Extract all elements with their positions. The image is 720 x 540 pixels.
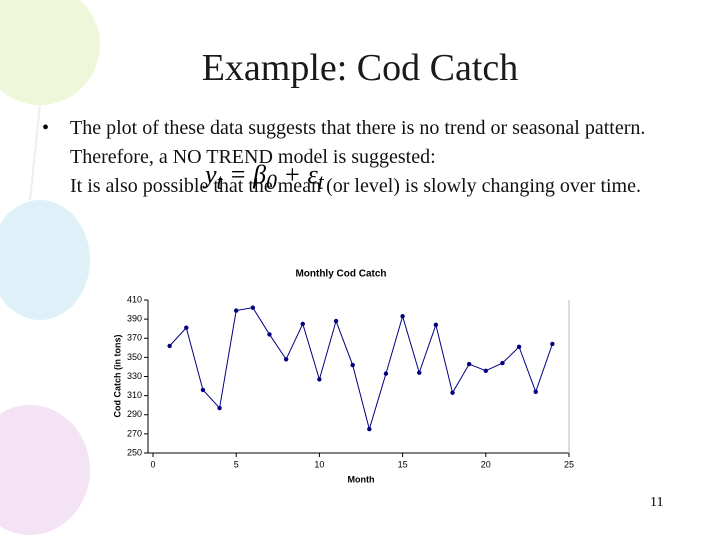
data-point	[533, 389, 538, 394]
data-point	[234, 308, 239, 313]
data-point	[367, 426, 372, 432]
y-axis-label: Cod Catch (in tons)	[112, 335, 122, 418]
formula-part: = β	[222, 160, 267, 189]
bullet-text: The plot of these data suggests that the…	[70, 117, 646, 168]
y-tick-label: 410	[127, 294, 142, 304]
formula: yt = β0 + εt	[205, 160, 324, 195]
data-point	[333, 318, 339, 324]
data-point	[483, 368, 488, 373]
y-tick-label: 350	[127, 352, 142, 362]
data-point	[500, 360, 505, 366]
page-number: 11	[650, 495, 664, 510]
y-tick-label: 250	[127, 447, 142, 457]
y-tick-label: 310	[127, 390, 142, 400]
x-axis-label: Month	[348, 474, 375, 484]
x-tick-label: 25	[564, 459, 574, 469]
x-tick-label: 20	[481, 459, 491, 469]
slide-body: The plot of these data suggests that the…	[70, 114, 660, 201]
y-tick-label: 290	[127, 409, 142, 419]
data-point	[200, 387, 206, 393]
y-tick-label: 330	[127, 371, 142, 381]
data-line	[169, 307, 553, 431]
y-tick-label: 270	[127, 428, 142, 438]
x-tick-label: 10	[314, 459, 324, 469]
x-tick-label: 5	[234, 459, 239, 469]
formula-part: y	[205, 160, 217, 189]
formula-part: 0	[266, 170, 277, 195]
slide-title: Example: Cod Catch	[201, 47, 519, 89]
data-point	[383, 371, 389, 376]
data-point	[466, 361, 472, 367]
data-point	[433, 322, 439, 328]
data-point	[167, 343, 172, 349]
bullet-text: It is also possible that the mean (or le…	[70, 175, 641, 197]
data-point	[516, 344, 522, 350]
formula-part: t	[216, 170, 223, 195]
bullet-marker: •	[42, 117, 50, 139]
y-tick-label: 370	[127, 333, 142, 343]
data-point	[184, 325, 189, 330]
formula-part: + ε	[276, 160, 318, 189]
x-tick-label: 15	[398, 459, 408, 469]
x-tick-label: 0	[150, 459, 155, 469]
chart-title: Monthly Cod Catch	[295, 269, 386, 280]
data-point	[450, 390, 455, 395]
data-point	[550, 341, 555, 347]
data-point	[317, 377, 322, 382]
data-point	[250, 305, 256, 310]
formula-part: t	[317, 170, 324, 195]
data-point	[300, 321, 305, 327]
data-point	[283, 357, 289, 362]
data-point	[217, 405, 222, 411]
y-tick-label: 390	[127, 314, 142, 324]
data-point	[350, 362, 355, 368]
data-point	[267, 332, 272, 337]
data-point	[417, 370, 422, 375]
data-point	[400, 314, 405, 319]
